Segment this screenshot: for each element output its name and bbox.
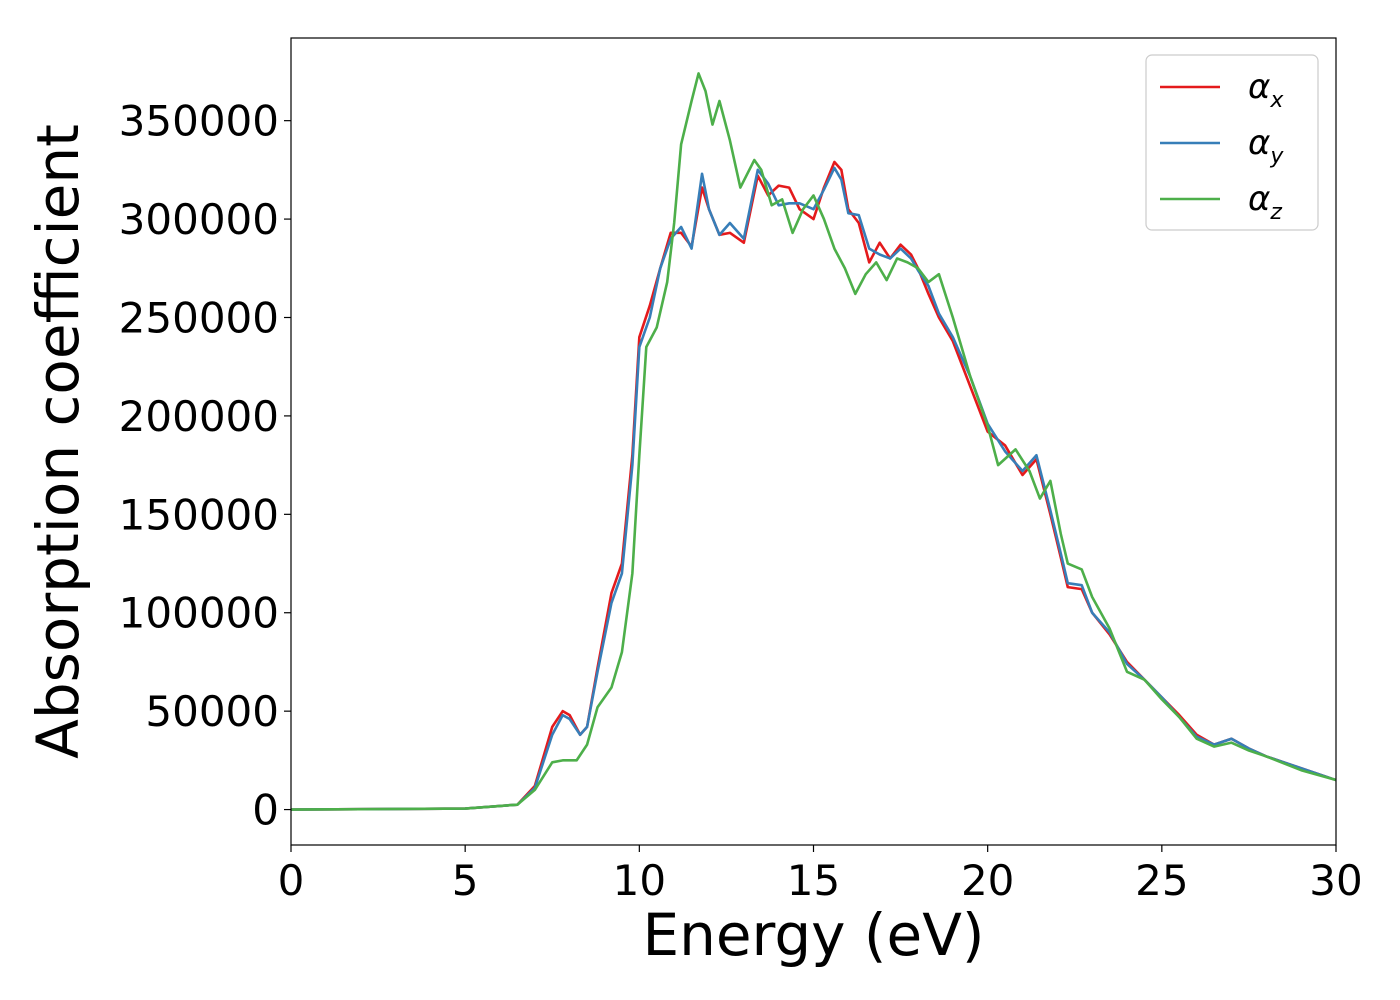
y-tick-label: 350000 [119,97,279,146]
y-tick-label: 300000 [119,195,279,244]
legend-symbol: α [1248,67,1270,107]
x-tick-label: 10 [613,856,666,905]
y-tick-label: 250000 [119,293,279,342]
x-tick-label: 15 [787,856,840,905]
series-line-z [290,72,1337,811]
legend-symbol: α [1248,179,1270,219]
x-tick-label: 5 [452,856,479,905]
legend-label-x: αx [1248,67,1284,113]
x-tick-label: 20 [961,856,1014,905]
y-tick-label: 0 [252,786,279,835]
y-axis-label: Absorption coefficient [24,124,92,759]
x-axis-ticks: 0 5 10 15 20 25 30 [278,845,1363,905]
series-line-x [290,160,1337,811]
legend-box [1145,54,1319,231]
x-tick-label: 0 [278,856,305,905]
legend-symbol: α [1248,123,1270,163]
x-axis-label: Energy (eV) [642,901,984,969]
series-layer [290,72,1337,811]
x-tick-label: 25 [1135,856,1188,905]
y-tick-label: 150000 [119,490,279,539]
x-tick-label: 30 [1309,856,1362,905]
y-tick-label: 50000 [145,687,279,736]
y-axis-ticks: 0 50000 100000 150000 200000 250000 300000 3500… [119,97,291,835]
legend-subscript: y [1269,144,1284,169]
legend-label-y: αy [1248,123,1284,169]
y-tick-label: 200000 [119,392,279,441]
legend-subscript: x [1269,88,1284,113]
legend-label-z: αz [1248,179,1282,225]
y-tick-label: 100000 [119,589,279,638]
legend-subscript: z [1269,200,1282,225]
